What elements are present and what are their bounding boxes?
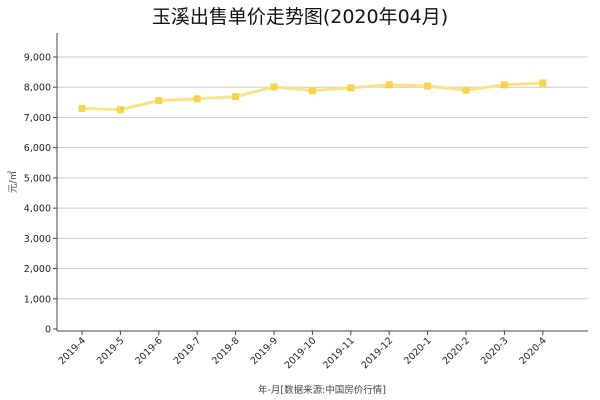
data-point <box>78 104 86 112</box>
chart-title: 玉溪出售单价走势图(2020年04月) <box>151 6 449 28</box>
x-tick-label: 2019-5 <box>95 335 127 367</box>
y-axis-label: 元/㎡ <box>8 170 19 193</box>
y-tick-label: 4,000 <box>24 204 51 215</box>
x-tick-label: 2019-6 <box>133 335 165 367</box>
data-point <box>116 106 124 114</box>
x-tick-label: 2020-1 <box>402 335 434 367</box>
y-ticks: 0 1,000 2,000 3,000 4,000 5,000 6,000 7,000 8,00… <box>24 53 57 336</box>
data-point <box>270 83 278 91</box>
y-tick-label: 2,000 <box>24 264 51 275</box>
data-point <box>424 82 432 90</box>
y-tick-label: 6,000 <box>24 143 51 154</box>
data-point <box>155 97 163 105</box>
x-tick-label: 2019-8 <box>210 335 242 367</box>
y-tick-label: 5,000 <box>24 173 51 184</box>
data-point <box>539 79 547 87</box>
x-tick-label: 2019-11 <box>321 335 357 371</box>
series-layer <box>78 79 547 114</box>
y-tick-label: 8,000 <box>24 83 51 94</box>
x-tick-label: 2019-9 <box>249 335 281 367</box>
y-tick-label: 3,000 <box>24 234 51 245</box>
x-axis-label: 年-月[数据来源:中国房价行情] <box>258 384 386 396</box>
data-point <box>347 84 355 92</box>
x-tick-label: 2019-12 <box>359 335 395 371</box>
data-point <box>385 81 393 89</box>
y-tick-label: 0 <box>45 325 51 336</box>
x-tick-label: 2019-7 <box>172 335 204 367</box>
data-point <box>500 81 508 89</box>
y-tick-label: 7,000 <box>24 113 51 124</box>
data-point <box>232 93 240 101</box>
x-ticks: 2019-4 2019-5 2019-6 2019-7 2019-8 2019-9 2019… <box>57 331 549 371</box>
data-point <box>462 86 470 94</box>
data-point <box>308 87 316 95</box>
grid-lines <box>57 56 588 300</box>
data-point <box>193 95 201 103</box>
x-tick-label: 2019-4 <box>57 335 89 367</box>
y-tick-label: 1,000 <box>24 294 51 305</box>
x-tick-label: 2019-10 <box>283 335 319 371</box>
y-tick-label: 9,000 <box>24 53 51 64</box>
x-tick-label: 2020-4 <box>517 335 549 367</box>
x-tick-label: 2020-2 <box>441 335 473 367</box>
x-tick-label: 2020-3 <box>479 335 511 367</box>
